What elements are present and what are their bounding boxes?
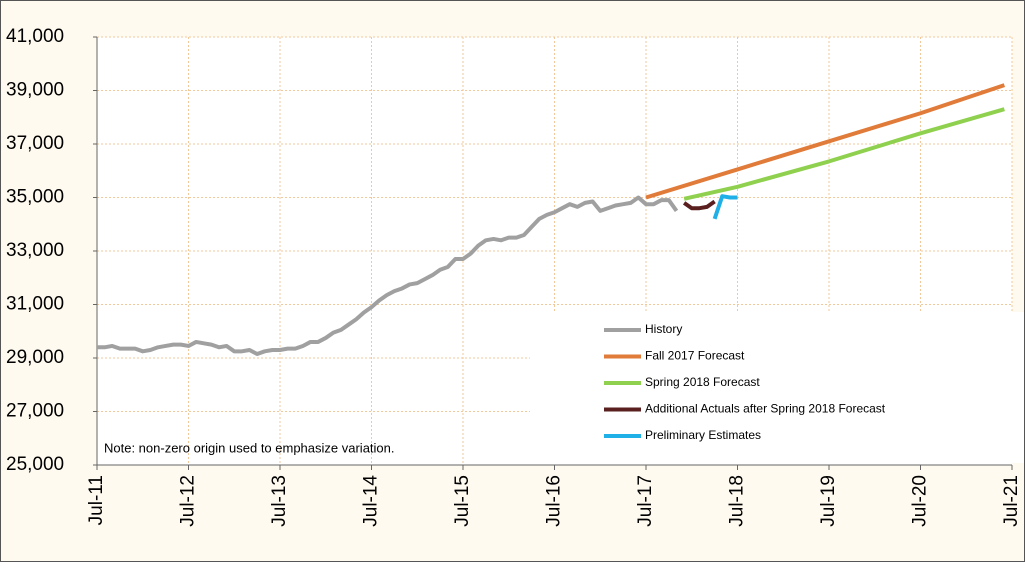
legend-label: Fall 2017 Forecast xyxy=(645,349,745,363)
x-tick-label: Jul-17 xyxy=(635,475,656,527)
y-tick-label: 41,000 xyxy=(6,26,64,47)
x-tick-label: Jul-14 xyxy=(361,475,382,527)
x-tick-label: Jul-21 xyxy=(1001,475,1022,527)
series-line xyxy=(682,199,716,211)
x-tick-label: Jul-19 xyxy=(818,475,839,527)
y-tick-label: 29,000 xyxy=(6,347,64,368)
y-tick-label: 31,000 xyxy=(6,294,64,315)
series-line xyxy=(683,107,1005,201)
x-tick-label: Jul-16 xyxy=(544,475,565,527)
series-line xyxy=(645,83,1006,200)
y-tick-label: 35,000 xyxy=(6,187,64,208)
y-tick-label: 33,000 xyxy=(6,240,64,261)
x-tick-label: Jul-13 xyxy=(269,475,290,527)
annotation: Note: non-zero origin used to emphasize … xyxy=(104,440,395,455)
y-tick-label: 37,000 xyxy=(6,133,64,154)
legend-label: Additional Actuals after Spring 2018 For… xyxy=(645,402,886,416)
series-line xyxy=(712,194,738,220)
x-tick-label: Jul-15 xyxy=(452,475,473,527)
x-tick-label: Jul-18 xyxy=(727,475,748,527)
legend-label: Spring 2018 Forecast xyxy=(645,375,760,389)
y-tick-label: 25,000 xyxy=(6,454,64,475)
legend-label: History xyxy=(645,322,682,336)
legend-label: Preliminary Estimates xyxy=(645,428,761,442)
series-line xyxy=(97,195,679,356)
y-tick-label: 39,000 xyxy=(6,80,64,101)
x-tick-label: Jul-11 xyxy=(86,475,107,525)
x-tick-label: Jul-12 xyxy=(178,475,199,527)
y-tick-label: 27,000 xyxy=(6,401,64,422)
x-tick-label: Jul-20 xyxy=(910,475,931,527)
legend-box xyxy=(530,312,1024,463)
